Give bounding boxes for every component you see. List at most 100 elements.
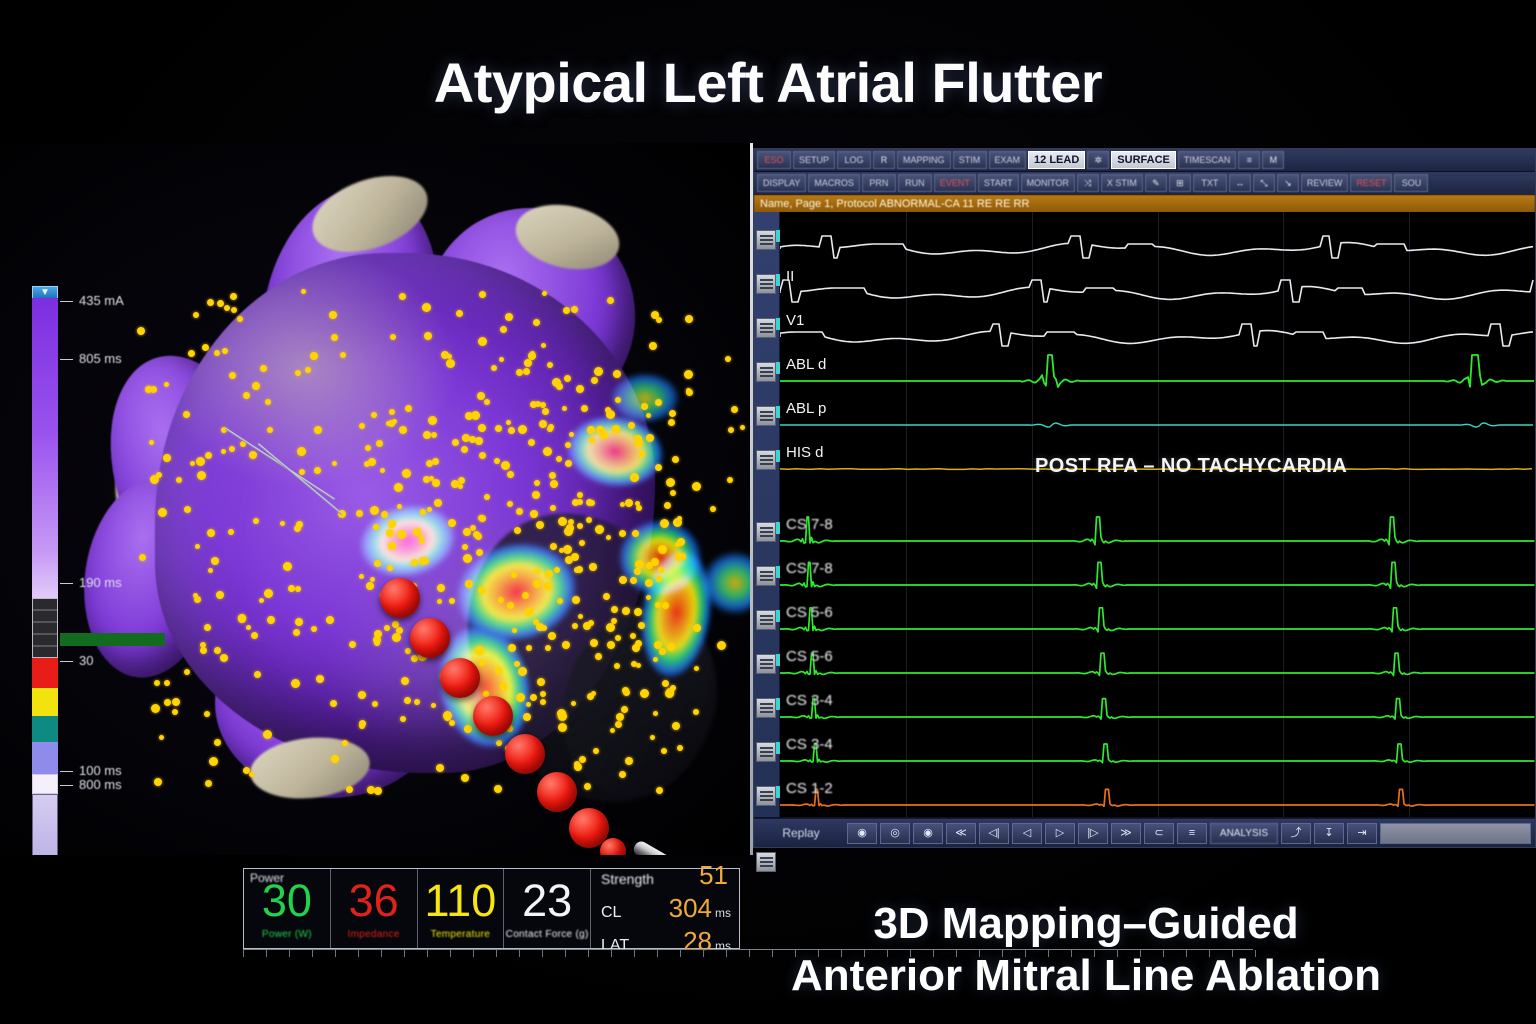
toolbar-button[interactable]: ⤨ xyxy=(1076,174,1099,192)
channel-settings-button[interactable] xyxy=(756,742,776,762)
channel-color-swatch xyxy=(776,450,781,462)
mapping-point xyxy=(544,569,553,578)
channel-settings-button[interactable] xyxy=(756,654,776,674)
mapping-point xyxy=(577,491,584,498)
channel-settings-button[interactable] xyxy=(756,610,776,630)
channel-settings-button[interactable] xyxy=(756,230,776,250)
toolbar-button[interactable]: ≡ xyxy=(1238,151,1261,169)
ep-recording-panel[interactable]: ESO SETUP LOG R MAPPING STIM EXAM 12 LEAD ✲ SURFA… xyxy=(753,148,1536,872)
toolbar-button[interactable]: TXT xyxy=(1192,174,1227,192)
channel-settings-button[interactable] xyxy=(756,566,776,586)
channel-settings-button[interactable] xyxy=(756,522,776,542)
replay-button[interactable]: ≡ xyxy=(1177,822,1207,844)
mapping-point xyxy=(740,424,746,430)
mapping-point xyxy=(375,439,383,447)
mapping-point xyxy=(499,683,507,691)
mapping-point xyxy=(328,310,337,319)
channel-settings-button[interactable] xyxy=(756,362,776,382)
channel-settings-button[interactable] xyxy=(756,698,776,718)
channel-settings-button[interactable] xyxy=(756,274,776,294)
toolbar-button[interactable]: SETUP xyxy=(793,151,836,169)
waveform-canvas[interactable]: POST RFA – NO TACHYCARDIA II V1 ABL d ABL p… xyxy=(780,212,1535,817)
channel-waveform xyxy=(780,600,1535,644)
toolbar-button[interactable]: EXAM xyxy=(988,151,1027,169)
ablation-lesion-tag[interactable] xyxy=(380,578,420,618)
toolbar-button[interactable]: ✎ xyxy=(1144,174,1167,192)
toolbar-button[interactable]: SURFACE xyxy=(1111,151,1176,169)
replay-button[interactable]: ◎ xyxy=(880,822,910,844)
toolbar-button[interactable]: M xyxy=(1262,151,1285,169)
toolbar-row-primary[interactable]: ESO SETUP LOG R MAPPING STIM EXAM 12 LEAD ✲ SURFA… xyxy=(754,149,1535,172)
mapping-point xyxy=(660,518,670,528)
toolbar-button[interactable]: MONITOR xyxy=(1020,174,1075,192)
toolbar-button[interactable]: PRN xyxy=(861,174,896,192)
ablation-lesion-tag[interactable] xyxy=(473,696,513,736)
toolbar-button[interactable]: ⊞ xyxy=(1168,174,1191,192)
replay-scrollbar[interactable] xyxy=(1380,822,1531,844)
rf-generator-readout-panel[interactable]: Power 30 Power (W) 36 Impedance 110 Temperatu… xyxy=(243,860,740,956)
toolbar-button[interactable]: STIM xyxy=(952,151,987,169)
toolbar-button[interactable]: TIMESCAN xyxy=(1177,151,1237,169)
replay-button[interactable]: ◁ xyxy=(1012,822,1042,844)
replay-toolbar[interactable]: Replay ◉ ◎ ◉ ≪ ◁| ◁ ▷ |▷ ≫ ⊂ ≡ ANALYSIS ⤴ ↧ ⇥ xyxy=(754,818,1535,847)
toolbar-button[interactable]: 12 LEAD xyxy=(1028,151,1086,169)
replay-button[interactable]: ◉ xyxy=(847,822,877,844)
replay-button[interactable]: ◁| xyxy=(979,822,1009,844)
toolbar-button[interactable]: RUN xyxy=(897,174,932,192)
mapping-point xyxy=(529,510,538,519)
toolbar-button[interactable]: SOU xyxy=(1394,174,1429,192)
trace-area[interactable]: POST RFA – NO TACHYCARDIA II V1 ABL d ABL p… xyxy=(754,212,1535,872)
mapping-point xyxy=(374,639,381,646)
channel-control-gutter[interactable] xyxy=(754,212,781,872)
mapping-point xyxy=(635,505,642,512)
toolbar-button[interactable]: RESET xyxy=(1350,174,1393,192)
channel-settings-button[interactable] xyxy=(756,852,776,872)
toolbar-button[interactable]: ⤡ xyxy=(1252,174,1275,192)
ablation-lesion-tag[interactable] xyxy=(600,838,626,855)
channel-settings-button[interactable] xyxy=(756,318,776,338)
ablation-lesion-tag[interactable] xyxy=(410,618,450,658)
ruler-tick xyxy=(887,950,888,957)
toolbar-button[interactable]: ✲ xyxy=(1087,151,1110,169)
toolbar-button[interactable]: ESO xyxy=(757,151,791,169)
replay-button[interactable]: ANALYSIS xyxy=(1210,822,1278,844)
replay-button[interactable]: ↧ xyxy=(1314,822,1344,844)
ablation-lesion-tag[interactable] xyxy=(537,772,577,812)
replay-button[interactable]: ⊂ xyxy=(1144,822,1174,844)
measurement-value-wrap: 51 xyxy=(699,860,731,891)
replay-button[interactable]: |▷ xyxy=(1078,822,1108,844)
channel-color-swatch xyxy=(776,610,781,622)
toolbar-button[interactable]: R xyxy=(873,151,896,169)
replay-button[interactable]: ≫ xyxy=(1111,822,1141,844)
toolbar-button[interactable]: ↔ xyxy=(1228,174,1251,192)
toolbar-button[interactable]: MAPPING xyxy=(897,151,951,169)
replay-button[interactable]: ⤴ xyxy=(1281,822,1311,844)
replay-button[interactable]: ⇥ xyxy=(1347,822,1377,844)
toolbar-button[interactable]: ↘ xyxy=(1276,174,1299,192)
replay-button[interactable]: ≪ xyxy=(946,822,976,844)
ablation-lesion-tag[interactable] xyxy=(505,734,545,774)
ablation-lesion-tag[interactable] xyxy=(440,658,480,698)
toolbar-button[interactable]: MACROS xyxy=(808,174,860,192)
timeline-ruler[interactable] xyxy=(243,949,1256,963)
toolbar-button[interactable]: DISPLAY xyxy=(757,174,807,192)
toolbar-button[interactable]: REVIEW xyxy=(1300,174,1349,192)
channel-settings-button[interactable] xyxy=(756,406,776,426)
toolbar-row-secondary[interactable]: DISPLAY MACROS PRN RUN EVENT START MONITOR ⤨ X S… xyxy=(754,172,1535,195)
mapping-point xyxy=(684,370,694,380)
channel-settings-button[interactable] xyxy=(756,450,776,470)
toolbar-button[interactable]: START xyxy=(977,174,1019,192)
replay-button[interactable]: ◉ xyxy=(913,822,943,844)
mapping-point xyxy=(433,499,442,508)
toolbar-button[interactable]: X STIM xyxy=(1100,174,1143,192)
ruler-tick xyxy=(312,950,313,957)
ruler-tick xyxy=(588,950,589,957)
replay-button[interactable]: ▷ xyxy=(1045,822,1075,844)
channel-settings-button[interactable] xyxy=(756,786,776,806)
mapping-point xyxy=(462,544,469,551)
toolbar-button[interactable]: LOG xyxy=(837,151,872,169)
channel-color-swatch xyxy=(776,742,781,754)
toolbar-button[interactable]: EVENT xyxy=(933,174,976,192)
